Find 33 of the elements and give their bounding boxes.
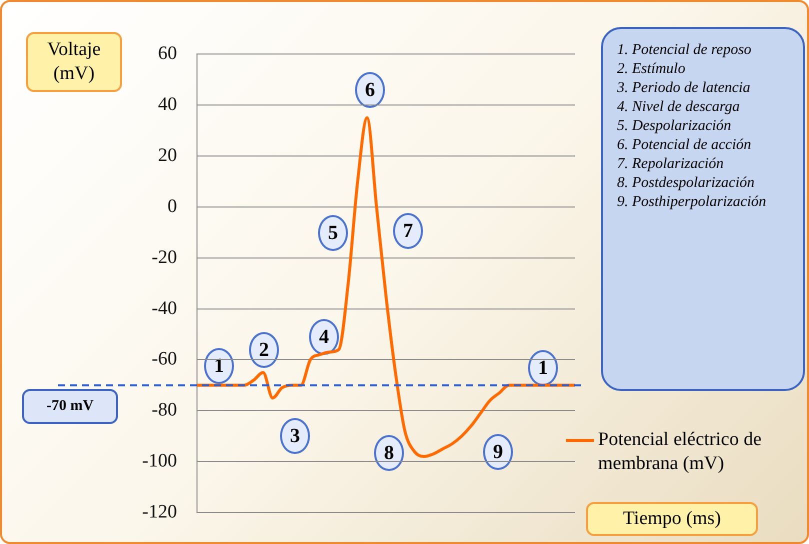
text: 8. Postdespolarización <box>617 174 756 193</box>
text: 1. Potencial de reposo <box>617 41 752 60</box>
x-axis-title: Tiempo (ms) <box>586 502 758 536</box>
text: 4. Nivel de descarga <box>617 98 741 117</box>
text: 6. Potencial de acción <box>617 136 752 155</box>
annotation: 5 <box>318 215 348 251</box>
line-series <box>196 116 576 458</box>
text: 9. Posthiperpolarización <box>617 193 768 212</box>
y-tick-label: -60 <box>152 348 177 370</box>
ref-line-label: -70 mV <box>22 389 118 424</box>
annotation: 2 <box>249 332 279 368</box>
text: 2. Estímulo <box>617 60 686 79</box>
y-axis-title: Voltaje (mV) <box>26 32 122 92</box>
annotation: 4 <box>309 319 339 355</box>
annotation: 9 <box>483 434 513 470</box>
annotation: 1 <box>528 350 558 386</box>
y-tick-label: 60 <box>158 42 177 64</box>
y-tick-label: 40 <box>158 94 177 115</box>
y-tick-label: -20 <box>152 246 177 268</box>
y-tick-label: -100 <box>142 450 177 472</box>
y-tick-label: -40 <box>152 298 177 319</box>
y-tick-label: -80 <box>152 400 177 421</box>
annotation: 7 <box>393 213 423 249</box>
text: 7. Repolarización <box>617 155 725 174</box>
legend-label: Potencial eléctrico de membrana (mV) <box>598 428 763 476</box>
y-tick-label: -120 <box>142 502 177 523</box>
y-tick-label: 0 <box>168 196 177 217</box>
annotation: 6 <box>355 72 385 108</box>
text: 3. Periodo de latencia <box>617 79 752 98</box>
text: 5. Despolarización <box>617 117 732 136</box>
annotation: 8 <box>374 435 404 471</box>
annotation: 3 <box>280 418 310 454</box>
y-tick-label: 20 <box>158 144 177 166</box>
